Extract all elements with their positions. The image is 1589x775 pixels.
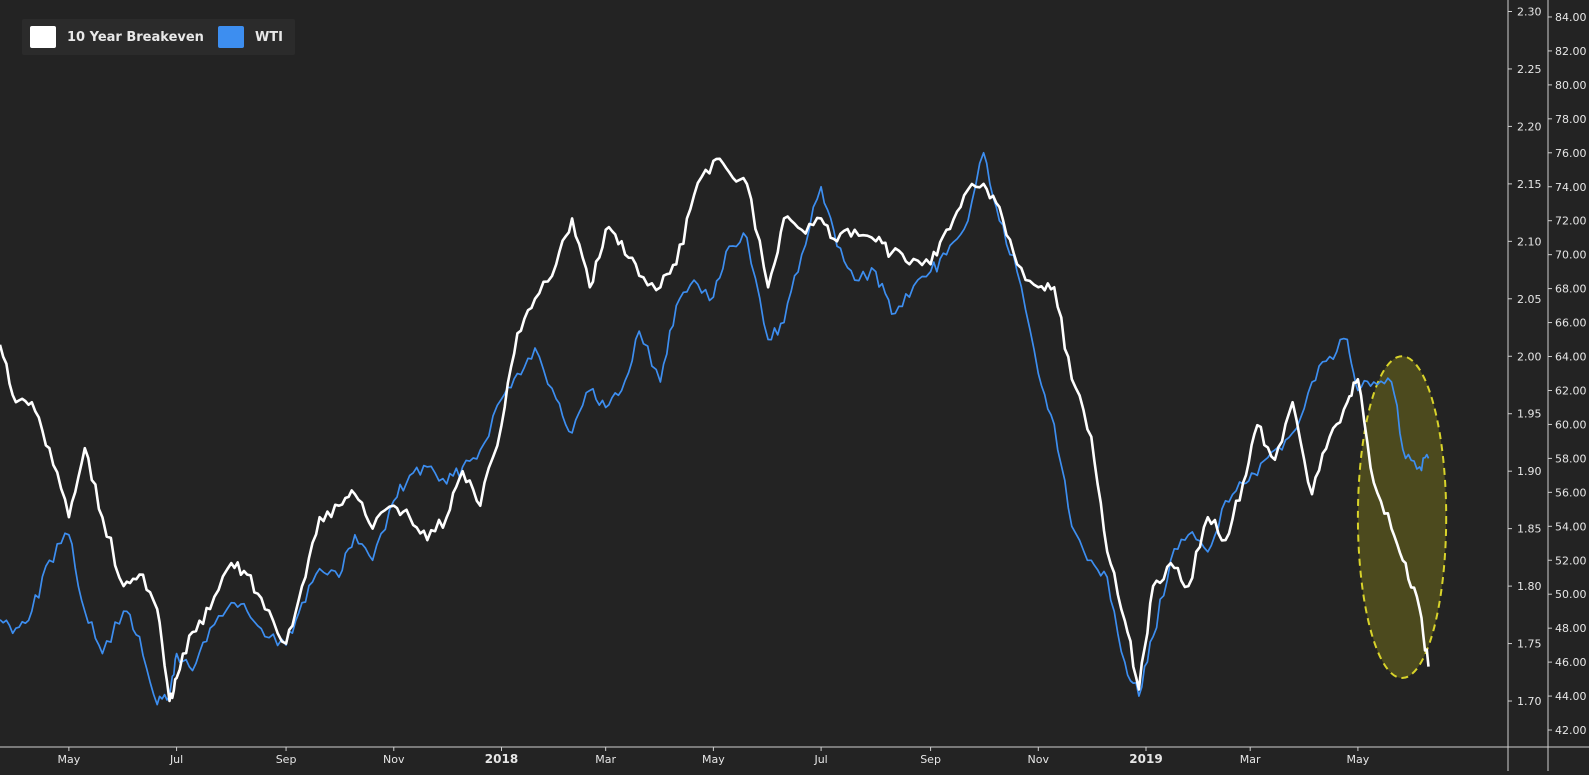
- x-axis-tick-label: 2019: [1129, 752, 1162, 766]
- wti-axis-tick-label: 44.00: [1555, 690, 1587, 703]
- legend-item-breakeven[interactable]: 10 Year Breakeven: [30, 26, 204, 48]
- breakeven-axis-tick-label: 2.15: [1517, 178, 1542, 191]
- breakeven-axis-tick-label: 2.00: [1517, 350, 1542, 363]
- wti-axis-tick-label: 68.00: [1555, 283, 1587, 296]
- legend-item-wti[interactable]: WTI: [217, 26, 283, 48]
- breakeven-axis-tick-label: 2.05: [1517, 293, 1542, 306]
- wti-axis-tick-label: 62.00: [1555, 384, 1587, 397]
- legend: 10 Year Breakeven WTI: [22, 19, 295, 55]
- breakeven-axis-tick-label: 1.95: [1517, 408, 1542, 421]
- breakeven-axis-tick-label: 1.80: [1517, 580, 1542, 593]
- wti-axis-tick-label: 50.00: [1555, 588, 1587, 601]
- series-line-wti: [0, 151, 1430, 706]
- legend-swatch-wti: [217, 26, 244, 48]
- wti-axis-tick-label: 82.00: [1555, 45, 1587, 58]
- annotation-layer: [1356, 355, 1448, 680]
- x-axis-tick-label: Jul: [169, 753, 183, 766]
- breakeven-axis-tick-label: 1.85: [1517, 523, 1542, 536]
- x-axis-tick-label: Mar: [595, 753, 616, 766]
- breakeven-axis-tick-label: 1.90: [1517, 465, 1542, 478]
- series-line-10-year-breakeven: [0, 157, 1430, 703]
- legend-swatch-breakeven: [30, 26, 56, 48]
- wti-axis-tick-label: 66.00: [1555, 317, 1587, 330]
- x-axis-tick-label: Mar: [1240, 753, 1261, 766]
- x-axis-tick-label: Sep: [276, 753, 297, 766]
- legend-label-wti: WTI: [254, 29, 283, 45]
- x-axis-tick-label: Nov: [1028, 753, 1050, 766]
- wti-axis-tick-label: 74.00: [1555, 181, 1587, 194]
- x-axis-tick-label: May: [702, 753, 725, 766]
- wti-axis-tick-label: 60.00: [1555, 418, 1587, 431]
- wti-axis-tick-label: 52.00: [1555, 554, 1587, 567]
- wti-axis-tick-label: 56.00: [1555, 486, 1587, 499]
- x-axis-tick-label: Jul: [813, 753, 827, 766]
- x-axis-tick-label: May: [57, 753, 80, 766]
- breakeven-axis-tick-label: 2.20: [1517, 120, 1542, 133]
- legend-label-breakeven: 10 Year Breakeven: [67, 29, 204, 45]
- wti-axis-tick-label: 84.00: [1555, 11, 1587, 24]
- breakeven-axis-tick-label: 2.30: [1517, 5, 1542, 18]
- breakeven-axis-tick-label: 1.75: [1517, 638, 1542, 651]
- wti-axis-tick-label: 64.00: [1555, 351, 1587, 364]
- x-axis-tick-label: 2018: [485, 752, 518, 766]
- wti-axis-tick-label: 80.00: [1555, 79, 1587, 92]
- wti-axis-tick-label: 42.00: [1555, 724, 1587, 737]
- x-axis-tick-label: Sep: [920, 753, 941, 766]
- wti-axis-tick-label: 48.00: [1555, 622, 1587, 635]
- wti-axis-tick-label: 76.00: [1555, 147, 1587, 160]
- breakeven-axis-tick-label: 2.10: [1517, 235, 1542, 248]
- wti-axis-tick-label: 72.00: [1555, 215, 1587, 228]
- wti-axis-tick-label: 46.00: [1555, 656, 1587, 669]
- x-axis-tick-label: Nov: [383, 753, 405, 766]
- breakeven-axis-tick-label: 2.25: [1517, 63, 1542, 76]
- wti-axis-tick-label: 70.00: [1555, 249, 1587, 262]
- wti-axis-tick-label: 58.00: [1555, 452, 1587, 465]
- x-axis-tick-label: May: [1347, 753, 1370, 766]
- wti-axis-tick-label: 78.00: [1555, 113, 1587, 126]
- wti-axis-tick-label: 54.00: [1555, 520, 1587, 533]
- highlight-ellipse: [1356, 355, 1448, 680]
- series-layer: [0, 151, 1430, 706]
- breakeven-axis-tick-label: 1.70: [1517, 695, 1542, 708]
